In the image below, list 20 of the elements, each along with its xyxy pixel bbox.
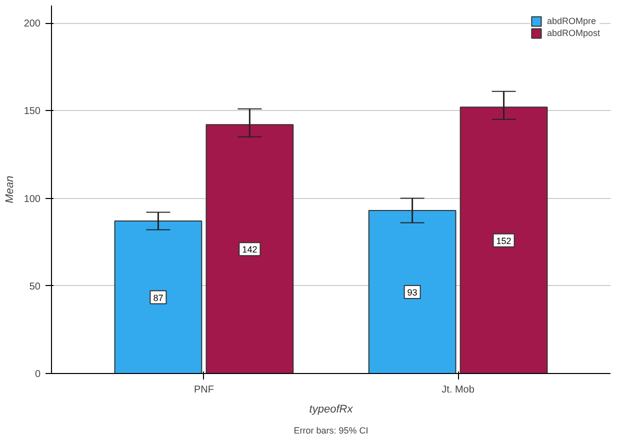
text: Error bars: 95% CI bbox=[294, 426, 368, 436]
bar bbox=[206, 124, 294, 374]
bar bbox=[114, 220, 202, 374]
bar bbox=[368, 210, 456, 374]
y-tick-label: 0 bbox=[34, 369, 41, 380]
data-label: 93 bbox=[407, 288, 418, 298]
y-tick-label: 200 bbox=[24, 18, 41, 30]
legend-label: abdROMpre bbox=[546, 16, 596, 26]
y-axis-title: Mean bbox=[4, 176, 16, 204]
x-tick-label: Jt. Mob bbox=[442, 384, 475, 396]
data-label: 152 bbox=[496, 236, 512, 246]
data-label: 87 bbox=[153, 292, 164, 303]
y-tick-label: 150 bbox=[24, 106, 41, 118]
y-tick-label: 100 bbox=[24, 194, 41, 205]
bar bbox=[460, 106, 548, 374]
data-label: 142 bbox=[242, 244, 258, 255]
y-tick-label: 50 bbox=[29, 281, 41, 292]
x-tick-label: PNF bbox=[194, 384, 214, 396]
x-axis-title: typeofRx bbox=[309, 404, 354, 416]
legend-label: abdROMpost bbox=[546, 28, 600, 38]
